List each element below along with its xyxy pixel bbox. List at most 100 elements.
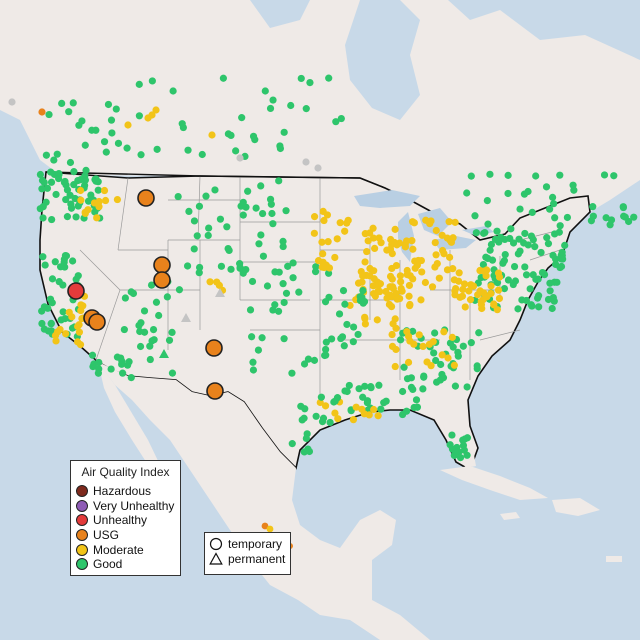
- station-marker: [550, 297, 558, 305]
- station-marker: [448, 333, 456, 341]
- station-marker: [324, 269, 333, 277]
- station-marker: [557, 255, 565, 263]
- station-marker: [50, 156, 58, 164]
- station-marker: [454, 348, 462, 356]
- arctic-water: [250, 0, 500, 28]
- legend-item-hazardous: Hazardous: [71, 484, 180, 499]
- station-marker: [388, 275, 396, 283]
- legend-label: permanent: [228, 551, 286, 566]
- station-marker: [358, 278, 366, 286]
- station-marker: [425, 340, 433, 348]
- station-marker: [312, 263, 320, 271]
- station-marker: [388, 250, 396, 258]
- station-marker: [112, 105, 120, 113]
- station-marker: [367, 383, 375, 391]
- unhealthy-temporary-marker: [67, 282, 85, 300]
- station-marker: [538, 268, 547, 277]
- station-marker: [428, 283, 437, 291]
- station-marker: [459, 441, 468, 449]
- station-marker: [556, 263, 564, 272]
- station-marker: [174, 192, 182, 201]
- station-marker: [217, 262, 226, 270]
- station-marker: [269, 306, 277, 314]
- station-marker: [542, 183, 551, 191]
- station-marker: [123, 144, 131, 152]
- station-marker: [279, 242, 287, 251]
- station-marker: [396, 336, 405, 344]
- station-marker: [259, 252, 268, 260]
- station-marker: [431, 329, 439, 337]
- station-marker: [331, 253, 339, 262]
- station-markers: [8, 74, 638, 549]
- station-marker: [38, 319, 46, 328]
- station-marker: [58, 99, 66, 108]
- station-marker: [391, 225, 399, 233]
- station-marker: [607, 216, 616, 224]
- station-marker: [370, 275, 378, 283]
- station-marker: [349, 338, 357, 346]
- station-marker: [360, 298, 368, 306]
- station-marker: [402, 237, 411, 245]
- station-marker: [472, 229, 480, 237]
- station-marker: [317, 393, 325, 401]
- station-marker: [359, 287, 367, 295]
- station-marker: [147, 281, 156, 289]
- station-marker: [42, 151, 51, 159]
- station-marker: [248, 277, 257, 286]
- station-marker: [125, 358, 133, 366]
- station-marker: [279, 280, 287, 288]
- station-marker: [295, 288, 303, 296]
- legend-label: Moderate: [93, 542, 144, 557]
- station-marker: [255, 240, 263, 248]
- station-marker: [47, 320, 55, 328]
- station-marker: [326, 418, 334, 427]
- station-marker: [280, 335, 288, 343]
- station-marker: [396, 272, 404, 280]
- station-marker: [495, 273, 504, 281]
- station-marker: [321, 298, 330, 306]
- land-jamaica: [500, 512, 520, 520]
- station-marker: [355, 385, 363, 393]
- station-marker: [107, 116, 116, 124]
- station-marker: [419, 342, 427, 351]
- station-marker: [279, 237, 287, 245]
- station-marker: [404, 332, 413, 340]
- legend-label: Good: [93, 557, 123, 572]
- moderate-swatch: [76, 543, 88, 556]
- station-marker: [493, 227, 501, 235]
- station-marker: [363, 397, 372, 405]
- station-marker: [455, 277, 463, 285]
- station-marker: [430, 349, 438, 357]
- station-marker: [324, 238, 332, 246]
- station-marker: [463, 383, 471, 391]
- station-marker: [310, 213, 319, 221]
- station-marker: [421, 278, 429, 287]
- station-marker: [486, 246, 494, 254]
- station-marker: [344, 216, 352, 224]
- legend-item-usg: USG: [71, 528, 180, 543]
- station-marker: [70, 168, 78, 176]
- station-marker: [534, 275, 542, 283]
- station-marker: [56, 325, 64, 334]
- station-marker: [483, 293, 491, 301]
- station-marker: [104, 100, 113, 109]
- station-marker: [383, 246, 391, 254]
- station-marker: [261, 522, 269, 530]
- station-marker: [375, 381, 383, 389]
- station-marker: [300, 360, 309, 368]
- station-marker: [282, 207, 290, 215]
- station-marker: [446, 236, 454, 245]
- station-marker: [495, 294, 504, 303]
- station-marker: [334, 415, 342, 423]
- station-marker: [148, 77, 156, 85]
- legend-item-temporary: temporary: [205, 536, 290, 551]
- station-marker: [198, 150, 206, 159]
- station-marker: [92, 126, 100, 134]
- station-marker: [135, 112, 143, 120]
- station-marker: [44, 327, 52, 335]
- station-marker: [407, 374, 415, 382]
- station-marker: [62, 330, 70, 338]
- station-marker: [504, 189, 512, 198]
- station-marker: [399, 387, 407, 396]
